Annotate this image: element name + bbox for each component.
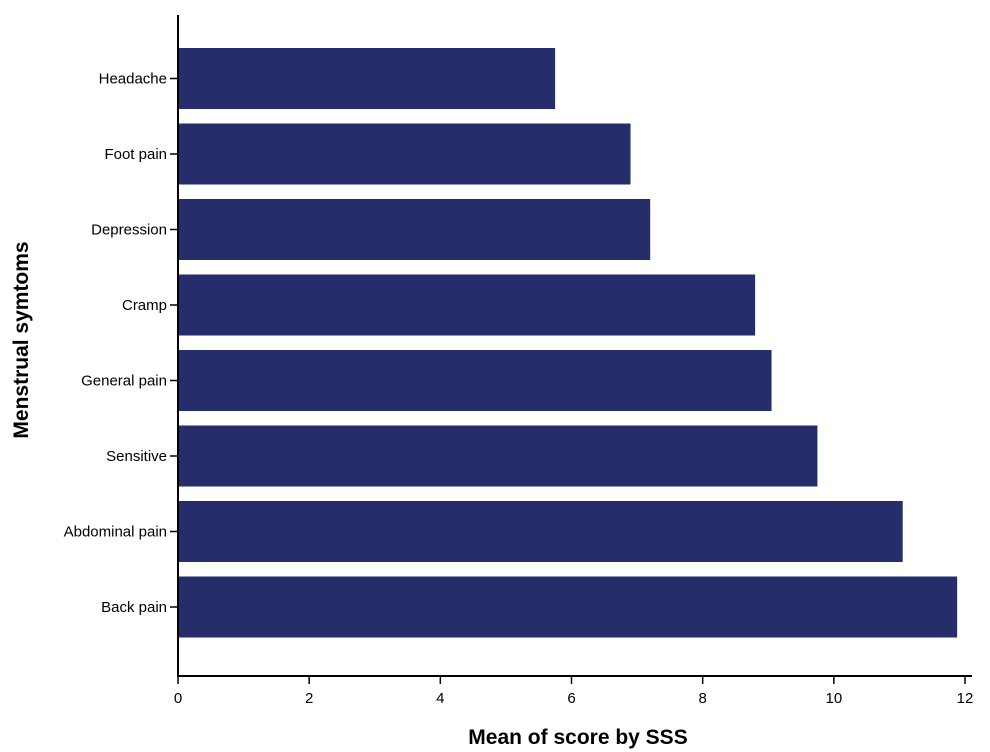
y-axis-title: Menstrual symtoms (10, 241, 33, 438)
bar-back-pain (178, 576, 958, 638)
x-tick-label: 2 (305, 690, 313, 707)
bar-headache (178, 48, 556, 109)
bar-sensitive (178, 425, 818, 487)
x-tick-label: 8 (698, 690, 706, 707)
y-tick-label: Foot pain (104, 146, 167, 163)
y-ticks-group: Headache Foot pain Depression Cramp General … (64, 71, 178, 616)
x-tick-label: 4 (436, 690, 444, 707)
y-tick-label: Sensitive (106, 448, 167, 465)
x-tick-label: 0 (174, 690, 182, 707)
bars-group (178, 48, 958, 638)
y-tick-label: Cramp (122, 297, 167, 314)
y-tick-label: Abdominal pain (64, 524, 167, 541)
x-tick-label: 6 (567, 690, 575, 707)
y-tick-label: Depression (91, 222, 167, 239)
bar-cramp (178, 274, 756, 336)
x-ticks-group: 0 2 4 6 8 10 12 (174, 676, 974, 707)
x-axis-title: Mean of score by SSS (468, 726, 687, 749)
bar-depression (178, 199, 651, 260)
y-tick-label: Back pain (101, 599, 167, 616)
bar-general-pain (178, 350, 772, 411)
x-tick-label: 10 (825, 690, 842, 707)
y-tick-label: Headache (99, 71, 167, 88)
bar-abdominal-pain (178, 501, 903, 562)
bar-foot-pain (178, 123, 631, 185)
x-tick-label: 12 (957, 690, 974, 707)
y-tick-label: General pain (81, 373, 167, 390)
